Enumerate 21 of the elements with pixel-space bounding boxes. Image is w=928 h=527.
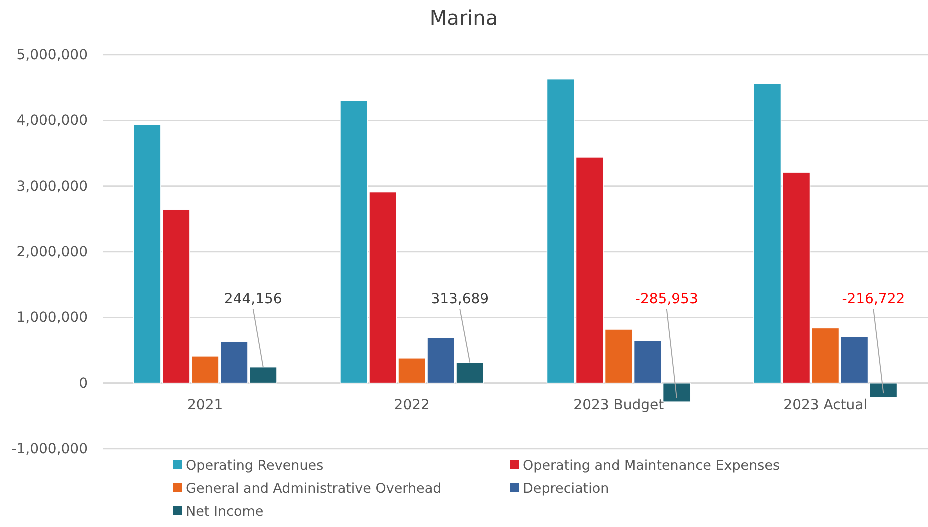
y-tick-label: 4,000,000 bbox=[16, 113, 88, 130]
y-tick-label: 5,000,000 bbox=[16, 47, 88, 64]
data-label: -216,722 bbox=[842, 291, 906, 308]
data-label: -285,953 bbox=[635, 291, 698, 308]
legend-label: Operating Revenues bbox=[186, 458, 324, 474]
chart-title: Marina bbox=[430, 6, 498, 30]
data-label: 313,689 bbox=[431, 291, 490, 308]
y-tick-label: 0 bbox=[79, 376, 88, 392]
legend-label: Depreciation bbox=[523, 481, 610, 497]
y-tick-label: 3,000,000 bbox=[16, 178, 88, 195]
x-tick-label: 2023 Budget bbox=[574, 397, 665, 414]
y-tick-label: 1,000,000 bbox=[16, 310, 88, 326]
y-tick-label: 2,000,000 bbox=[16, 244, 88, 260]
data-label: 244,156 bbox=[224, 291, 282, 308]
legend-label: Net Income bbox=[186, 504, 264, 520]
legend-label: Operating and Maintenance Expenses bbox=[523, 458, 780, 474]
y-tick-label: -1,000,000 bbox=[12, 441, 88, 458]
x-tick-label: 2023 Actual bbox=[784, 397, 868, 414]
x-tick-label: 2021 bbox=[188, 397, 224, 414]
x-tick-label: 2022 bbox=[394, 397, 430, 414]
legend-label: General and Administrative Overhead bbox=[186, 481, 442, 497]
